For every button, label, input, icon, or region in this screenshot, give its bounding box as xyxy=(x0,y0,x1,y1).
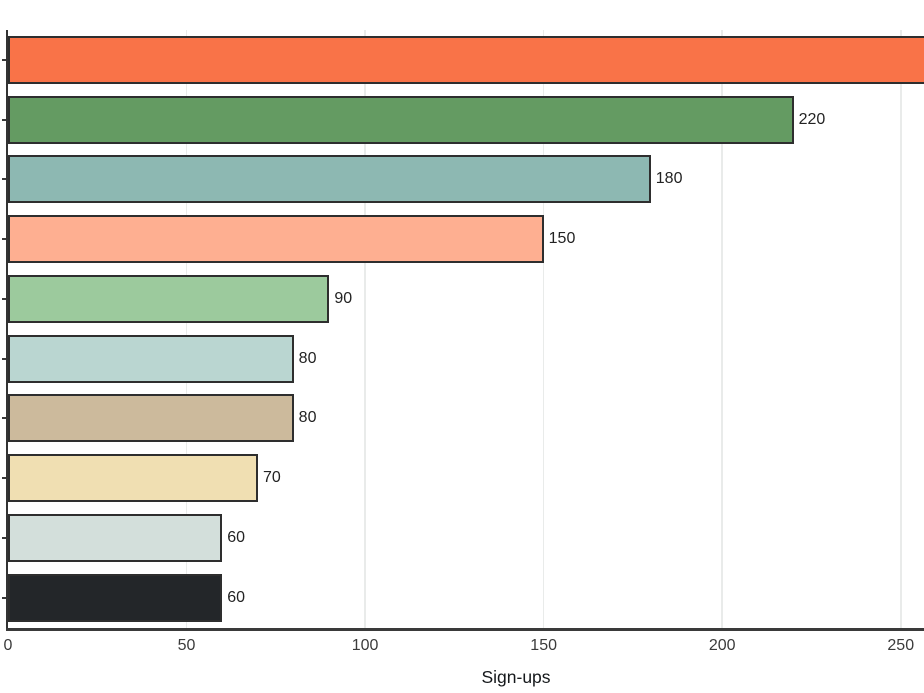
y-tick-mark-3 xyxy=(1,178,6,181)
bar-1 xyxy=(8,35,924,84)
bar-value-label-4: 150 xyxy=(548,230,576,248)
y-axis-line xyxy=(5,30,8,631)
bar-value-label-2: 220 xyxy=(798,110,826,128)
bar-10 xyxy=(8,573,223,622)
bar-value-label-3: 180 xyxy=(655,170,683,188)
y-tick-mark-6 xyxy=(1,357,6,360)
x-tick-label-100: 100 xyxy=(351,637,379,654)
x-tick-label-200: 200 xyxy=(708,637,736,654)
bar-6 xyxy=(8,334,294,383)
x-tick-label-50: 50 xyxy=(177,637,196,654)
y-tick-mark-9 xyxy=(1,536,6,539)
x-tick-label-150: 150 xyxy=(530,637,557,654)
bar-4 xyxy=(8,215,544,264)
bar-8 xyxy=(8,454,258,503)
gridline-x-250 xyxy=(900,30,902,628)
y-tick-mark-2 xyxy=(1,118,6,121)
gridline-x-200 xyxy=(721,30,723,628)
bar-2 xyxy=(8,95,794,144)
bar-7 xyxy=(8,394,294,443)
bar-value-label-10: 60 xyxy=(227,588,246,606)
bar-value-label-9: 60 xyxy=(227,528,246,546)
y-tick-mark-5 xyxy=(1,297,6,300)
x-tick-label-250: 250 xyxy=(887,637,915,654)
x-axis-line xyxy=(5,627,924,631)
gridline-x-150 xyxy=(542,30,545,628)
y-tick-mark-8 xyxy=(1,477,6,480)
bar-value-label-7: 80 xyxy=(298,409,317,427)
y-tick-mark-7 xyxy=(1,417,6,420)
y-tick-mark-10 xyxy=(1,596,6,599)
bar-value-label-5: 90 xyxy=(334,289,353,307)
x-tick-label-0: 0 xyxy=(3,637,13,654)
bar-3 xyxy=(8,155,651,204)
x-axis-title: Sign-ups xyxy=(481,667,551,687)
bar-value-label-8: 70 xyxy=(262,469,281,487)
gridline-x-100 xyxy=(364,30,366,628)
bar-9 xyxy=(8,513,223,562)
bar-5 xyxy=(8,274,330,323)
y-tick-mark-1 xyxy=(1,58,6,61)
y-tick-mark-4 xyxy=(1,238,6,241)
gridline-x-50 xyxy=(185,30,188,628)
bar-value-label-6: 80 xyxy=(298,349,317,367)
